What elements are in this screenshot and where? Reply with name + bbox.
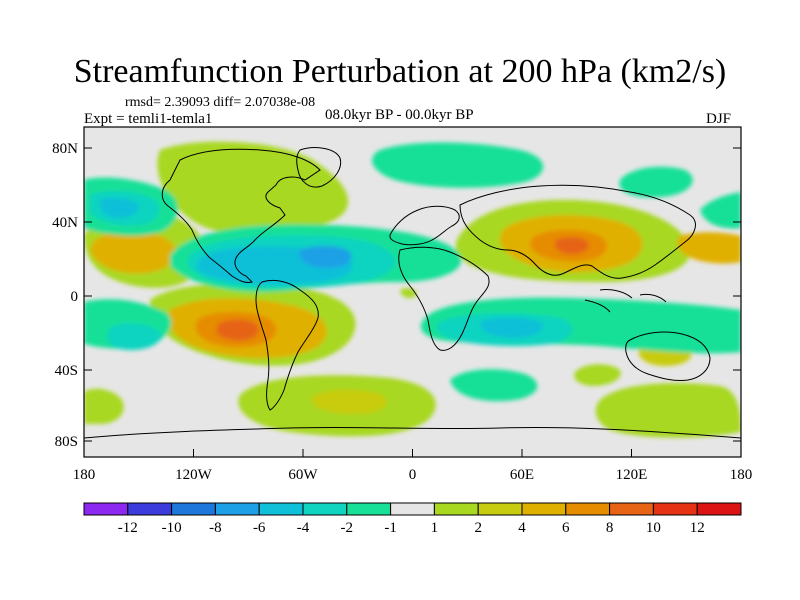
colorbar-label: 2 bbox=[474, 520, 482, 536]
lon-ticks bbox=[83, 449, 742, 457]
colorbar-label: -4 bbox=[297, 520, 310, 536]
contour-positive-1 bbox=[157, 141, 349, 236]
colorbar-box bbox=[214, 502, 260, 516]
colorbar-label: -8 bbox=[209, 520, 222, 536]
colorbar-box bbox=[390, 502, 435, 516]
lat-label-80s: 80S bbox=[55, 434, 78, 450]
colorbar-box bbox=[696, 502, 742, 516]
contour-fields bbox=[84, 141, 741, 438]
colorbar-label: -12 bbox=[118, 520, 138, 536]
contour-negative-12 bbox=[107, 323, 161, 350]
contour-positive-18 bbox=[216, 319, 259, 341]
colorbar-box bbox=[346, 502, 392, 516]
contour-positive-7 bbox=[84, 388, 124, 424]
coast-south-america bbox=[255, 279, 319, 411]
lat-label-80n: 80N bbox=[52, 141, 78, 157]
contour-negative-14 bbox=[99, 197, 139, 218]
period-label: 08.0kyr BP - 00.0kyr BP bbox=[325, 107, 474, 123]
lon-label-180w: 180 bbox=[73, 467, 96, 483]
contour-negative-1 bbox=[372, 142, 544, 188]
colorbar-box bbox=[171, 502, 216, 516]
lon-label-60e: 60E bbox=[510, 467, 534, 483]
colorbar-box bbox=[433, 502, 479, 516]
lon-label-60w: 60W bbox=[288, 467, 318, 483]
colorbar-label: 10 bbox=[646, 520, 661, 536]
contour-negative-16 bbox=[299, 245, 352, 268]
colorbar-label: -2 bbox=[341, 520, 354, 536]
lat-label-0: 0 bbox=[71, 289, 79, 305]
season-label: DJF bbox=[706, 111, 732, 127]
colorbar-label: -10 bbox=[162, 520, 182, 536]
lon-label-180e: 180 bbox=[730, 467, 753, 483]
rmsd-diff-text: rmsd= 2.39093 diff= 2.07038e-08 bbox=[125, 95, 316, 110]
contour-positive-6 bbox=[595, 382, 741, 438]
coast-africa bbox=[398, 246, 490, 351]
lon-label-120e: 120E bbox=[616, 467, 648, 483]
coast-europe bbox=[389, 205, 460, 246]
lon-label-0: 0 bbox=[409, 467, 417, 483]
coast-antarctica bbox=[84, 426, 741, 439]
colorbar-box bbox=[127, 502, 173, 516]
lat-label-40n: 40N bbox=[52, 215, 78, 231]
contour-negative-15 bbox=[480, 317, 543, 338]
colorbar-label: 12 bbox=[690, 520, 705, 536]
colorbar-box bbox=[258, 502, 304, 516]
contour-positive-14 bbox=[311, 389, 387, 415]
plot-title: Streamfunction Perturbation at 200 hPa (… bbox=[73, 53, 727, 90]
colorbar-box bbox=[652, 502, 698, 516]
colorbar-box bbox=[83, 502, 129, 516]
colorbar-label: 4 bbox=[518, 520, 526, 536]
lat-ticks bbox=[84, 147, 741, 442]
colorbar-labels: -12 -10 -8 -6 -4 -2 -1 1 2 4 6 8 10 12 bbox=[118, 520, 705, 536]
contour-positive-11 bbox=[90, 230, 177, 274]
contour-positive-13 bbox=[677, 232, 741, 264]
coast-greenland bbox=[296, 147, 342, 188]
colorbar bbox=[83, 502, 742, 516]
colorbar-box bbox=[521, 502, 567, 516]
colorbar-label: 6 bbox=[562, 520, 570, 536]
contour-negative-6 bbox=[619, 166, 693, 198]
colorbar-label: 1 bbox=[431, 520, 439, 536]
coast-asia bbox=[459, 184, 696, 279]
coast-north-america bbox=[161, 148, 321, 283]
lon-label-120w: 120W bbox=[175, 467, 213, 483]
contour-negative-5 bbox=[450, 369, 538, 402]
colorbar-box bbox=[565, 502, 611, 516]
lon-labels: 180 120W 60W 0 60E 120E 180 bbox=[73, 467, 753, 483]
lat-labels: 80N 40N 0 40S 80S bbox=[52, 141, 78, 450]
colorbar-label: 8 bbox=[606, 520, 614, 536]
contour-positive-19 bbox=[554, 237, 590, 254]
colorbar-box bbox=[477, 502, 523, 516]
coast-indonesia bbox=[584, 289, 667, 313]
contour-negative-7 bbox=[700, 192, 741, 229]
colorbar-label: -6 bbox=[253, 520, 266, 536]
colorbar-label: -1 bbox=[384, 520, 397, 536]
coastlines bbox=[84, 147, 741, 439]
contour-positive-8 bbox=[574, 364, 621, 386]
colorbar-box bbox=[302, 502, 348, 516]
coast-australia bbox=[625, 331, 711, 381]
contour-positive-9 bbox=[400, 287, 417, 298]
lat-label-40s: 40S bbox=[55, 363, 78, 379]
experiment-label: Expt = temli1-temla1 bbox=[84, 111, 213, 127]
colorbar-box bbox=[609, 502, 654, 516]
